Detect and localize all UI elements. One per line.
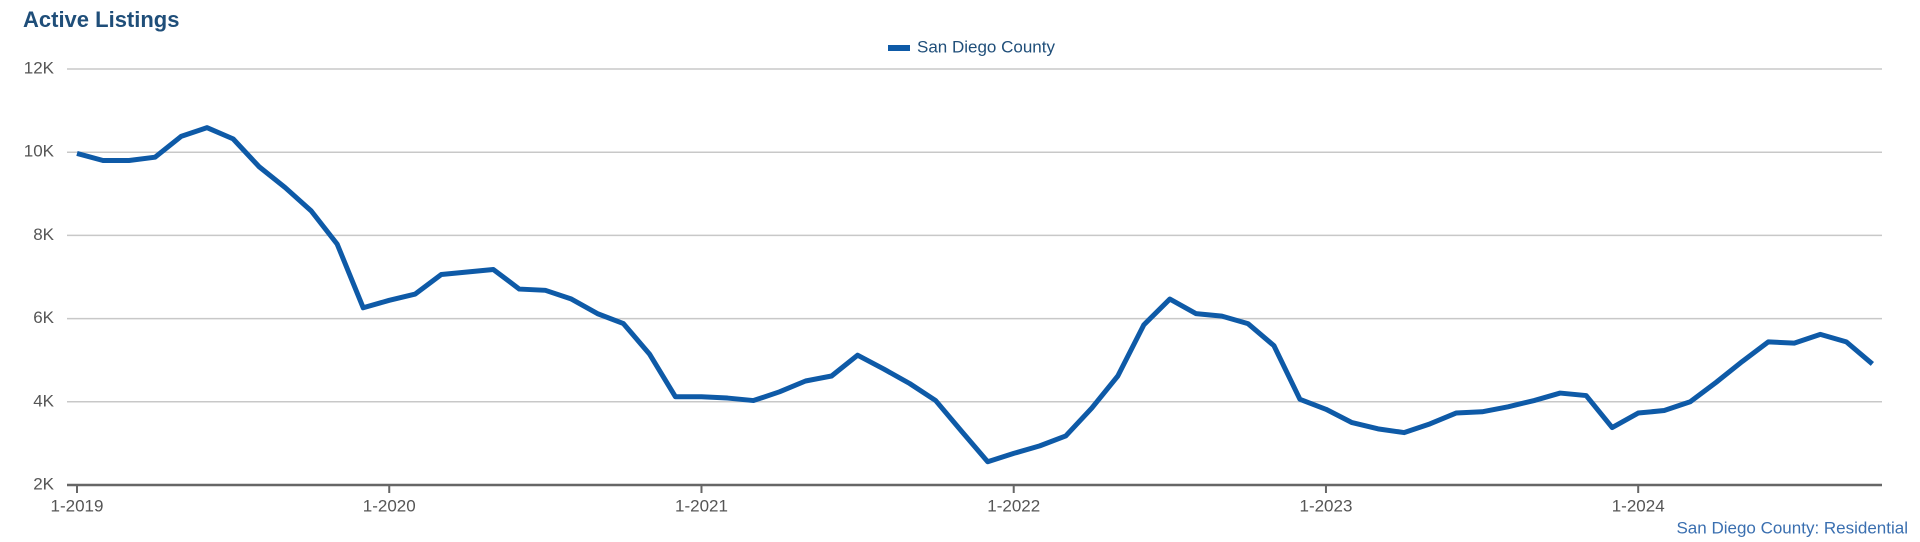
x-tick-label: 1-2023 bbox=[1299, 496, 1352, 515]
y-tick-label: 4K bbox=[33, 391, 54, 410]
legend-swatch bbox=[888, 45, 910, 51]
legend-label: San Diego County bbox=[917, 37, 1055, 56]
y-tick-label: 2K bbox=[33, 474, 54, 493]
x-tick-label: 1-2022 bbox=[987, 496, 1040, 515]
footnote: San Diego County: Residential bbox=[1676, 518, 1908, 537]
x-tick-label: 1-2024 bbox=[1612, 496, 1665, 515]
series-line bbox=[76, 125, 1874, 465]
y-tick-label: 6K bbox=[33, 308, 54, 327]
x-tick-label: 1-2019 bbox=[51, 496, 104, 515]
x-tick-label: 1-2021 bbox=[675, 496, 728, 515]
y-tick-label: 12K bbox=[24, 58, 55, 77]
y-tick-label: 8K bbox=[33, 225, 54, 244]
y-tick-label: 10K bbox=[24, 142, 55, 161]
chart-title: Active Listings bbox=[23, 7, 179, 32]
x-tick-label: 1-2020 bbox=[363, 496, 416, 515]
